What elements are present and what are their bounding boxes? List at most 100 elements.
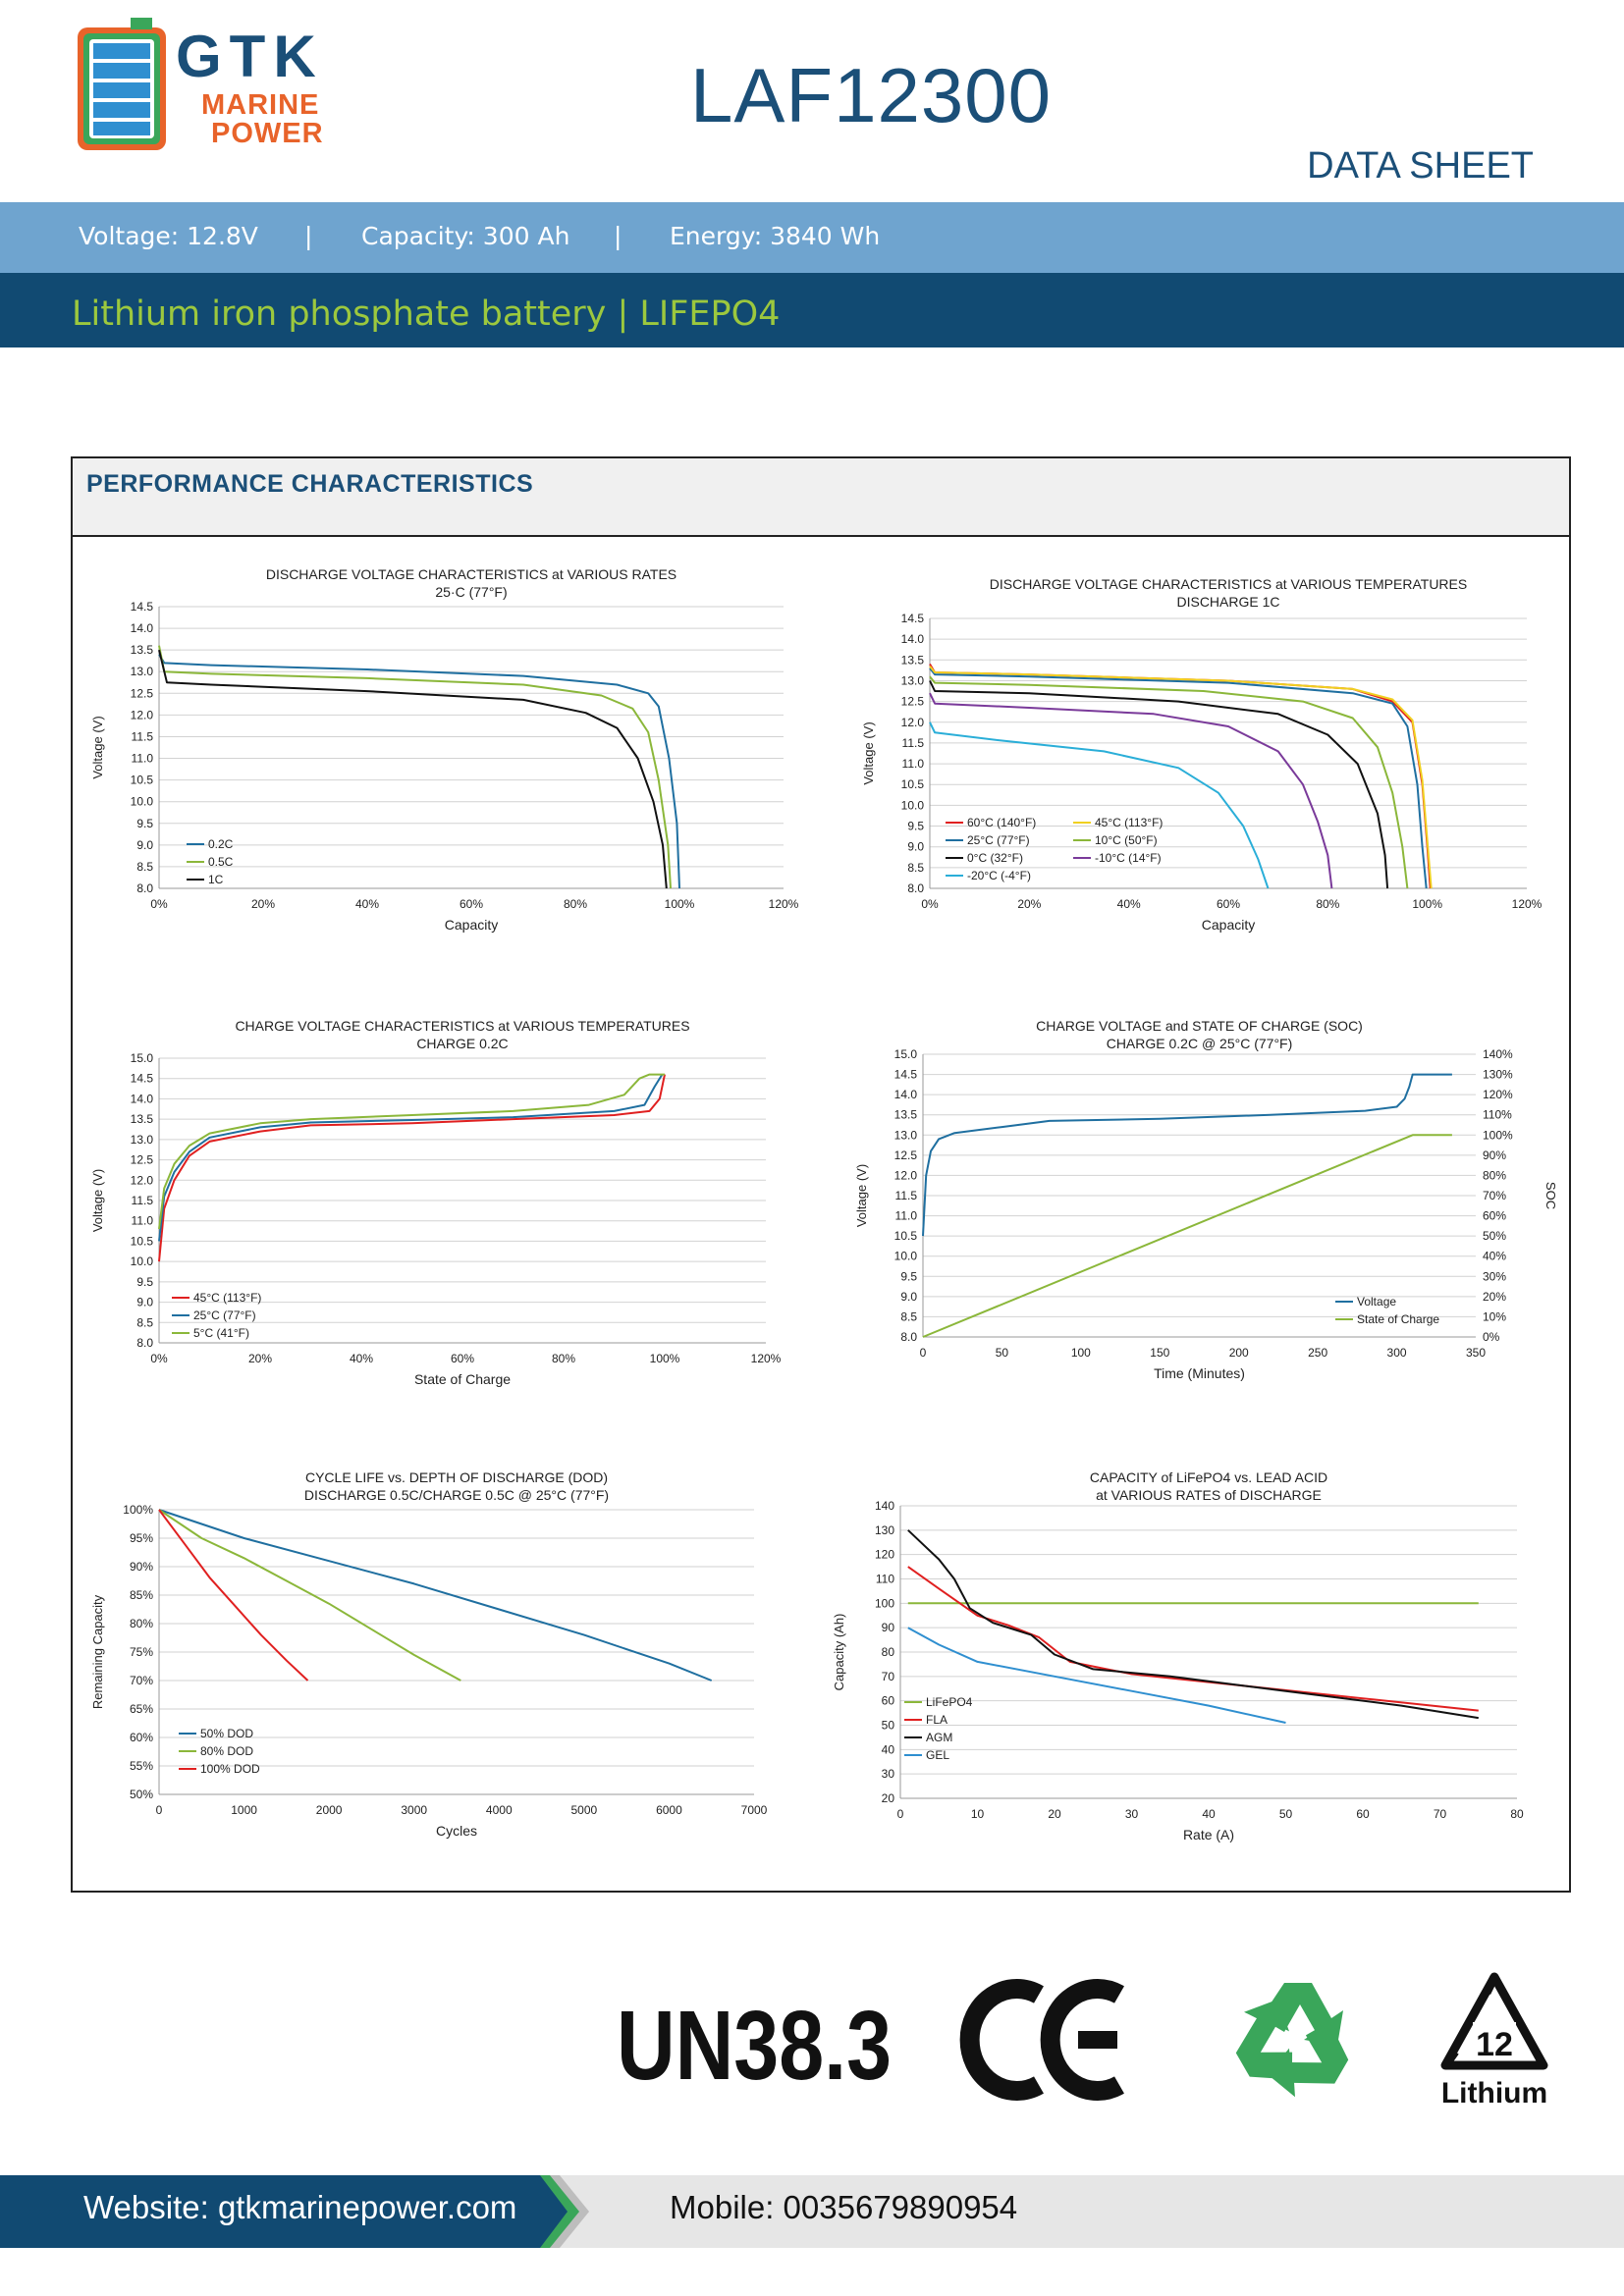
chart-svg: CHARGE VOLTAGE and STATE OF CHARGE (SOC)… [854, 1018, 1558, 1381]
y-tick-label: 140 [875, 1499, 894, 1513]
y-tick-label: 9.5 [136, 817, 153, 830]
y-tick-label: 11.5 [895, 1189, 918, 1202]
model-name: LAF12300 [690, 52, 1052, 138]
y2-tick-label: 90% [1483, 1148, 1506, 1162]
y-axis-label: Voltage (V) [90, 716, 105, 778]
chart-subtitle: CHARGE 0.2C [416, 1036, 508, 1051]
lithium-number: 12 [1476, 2026, 1513, 2063]
y-tick-label: 8.5 [136, 860, 153, 874]
y-tick-label: 14.5 [131, 1072, 154, 1086]
y-tick-label: 10.5 [901, 777, 925, 791]
legend-label: -10°C (14°F) [1095, 851, 1162, 865]
y-tick-label: 11.0 [895, 1209, 918, 1223]
y2-tick-label: 20% [1483, 1290, 1506, 1304]
x-tick-label: 60% [460, 897, 483, 911]
series-line [922, 1134, 1452, 1338]
x-tick-label: 80% [552, 1352, 575, 1365]
y-tick-label: 11.0 [902, 757, 925, 771]
legend-label: 60°C (140°F) [967, 816, 1036, 829]
chart-2: DISCHARGE VOLTAGE CHARACTERISTICS at VAR… [839, 569, 1566, 952]
y2-tick-label: 120% [1483, 1088, 1513, 1101]
chart-4: CHARGE VOLTAGE and STATE OF CHARGE (SOC)… [839, 1011, 1566, 1404]
series-line [158, 1509, 309, 1682]
chart-3: CHARGE VOLTAGE CHARACTERISTICS at VARIOU… [69, 1011, 815, 1404]
chart-6: CAPACITY of LiFePO4 vs. LEAD ACID at VARI… [832, 1463, 1566, 1855]
x-tick-label: 100 [1071, 1346, 1091, 1360]
y-tick-label: 10.0 [894, 1250, 918, 1263]
series-line [929, 692, 1333, 889]
y2-tick-label: 30% [1483, 1269, 1506, 1283]
series-line [929, 675, 1409, 889]
chart-title: CYCLE LIFE vs. DEPTH OF DISCHARGE (DOD) [305, 1469, 608, 1485]
performance-panel: PERFORMANCE CHARACTERISTICS [71, 456, 1571, 1893]
x-axis-label: Capacity [445, 917, 498, 933]
series-line [158, 645, 672, 889]
x-tick-label: 30 [1125, 1807, 1139, 1821]
y-tick-label: 14.5 [894, 1068, 918, 1082]
legend-label: Voltage [1357, 1295, 1396, 1308]
y-tick-label: 11.5 [132, 1194, 154, 1207]
y-tick-label: 85% [130, 1588, 153, 1602]
x-tick-label: 0 [920, 1346, 927, 1360]
legend-label: 45°C (113°F) [1095, 816, 1163, 829]
spec-separator: | [304, 222, 313, 250]
x-tick-label: 120% [1512, 897, 1543, 911]
y-tick-label: 11.5 [902, 736, 925, 750]
x-tick-label: 60% [1217, 897, 1240, 911]
chart-title: CHARGE VOLTAGE and STATE OF CHARGE (SOC) [1036, 1018, 1363, 1034]
x-tick-label: 20% [1017, 897, 1041, 911]
chart-subtitle: CHARGE 0.2C @ 25°C (77°F) [1107, 1036, 1293, 1051]
series-line [158, 1509, 461, 1682]
x-axis-label: Cycles [436, 1823, 477, 1839]
y-tick-label: 13.5 [901, 653, 925, 667]
series-line [907, 1627, 1286, 1724]
y-tick-label: 120 [875, 1548, 894, 1562]
legend-label: 5°C (41°F) [193, 1326, 249, 1340]
x-tick-label: 300 [1387, 1346, 1407, 1360]
x-tick-label: 50 [996, 1346, 1009, 1360]
footer-mobile[interactable]: Mobile: 0035679890954 [670, 2189, 1018, 2225]
y-tick-label: 12.5 [894, 1148, 918, 1162]
x-axis-label: Capacity [1202, 917, 1255, 933]
x-axis-label: State of Charge [414, 1371, 511, 1387]
y-axis-label: Remaining Capacity [90, 1594, 105, 1709]
y-tick-label: 9.5 [907, 820, 924, 833]
chart-5: CYCLE LIFE vs. DEPTH OF DISCHARGE (DOD) D… [69, 1463, 815, 1855]
y-tick-label: 11.0 [132, 1214, 154, 1228]
lithium-label: Lithium [1441, 2077, 1547, 2109]
y-tick-label: 14.0 [901, 632, 925, 646]
y-tick-label: 9.0 [136, 1296, 153, 1309]
series-line [907, 1566, 1479, 1712]
x-tick-label: 250 [1308, 1346, 1327, 1360]
chart-svg: CAPACITY of LiFePO4 vs. LEAD ACID at VARI… [832, 1469, 1524, 1842]
y-tick-label: 14.0 [894, 1088, 918, 1101]
x-tick-label: 2000 [316, 1803, 343, 1817]
y-tick-label: 9.0 [907, 840, 924, 854]
y-tick-label: 12.5 [901, 695, 925, 709]
footer-website[interactable]: Website: gtkmarinepower.com [83, 2189, 517, 2225]
legend-label: 45°C (113°F) [193, 1291, 261, 1305]
x-tick-label: 10 [971, 1807, 985, 1821]
y2-tick-label: 0% [1483, 1330, 1500, 1344]
y-axis-label: Voltage (V) [854, 1164, 869, 1227]
legend-label: GEL [926, 1748, 949, 1762]
x-tick-label: 80 [1510, 1807, 1524, 1821]
performance-header: PERFORMANCE CHARACTERISTICS [73, 458, 1569, 537]
series-line [929, 680, 1389, 889]
legend-label: -20°C (-4°F) [967, 869, 1031, 882]
y-axis-label: Voltage (V) [90, 1169, 105, 1232]
chart-title: DISCHARGE VOLTAGE CHARACTERISTICS at VAR… [990, 576, 1467, 592]
y2-axis-label: SOC [1543, 1182, 1558, 1209]
y-tick-label: 15.0 [894, 1047, 918, 1061]
legend-label: 100% DOD [200, 1762, 260, 1776]
series-line [922, 1073, 1452, 1237]
y-tick-label: 9.0 [900, 1290, 917, 1304]
series-line [907, 1529, 1479, 1720]
y-tick-label: 13.0 [131, 1133, 154, 1147]
y2-tick-label: 80% [1483, 1168, 1506, 1182]
y-tick-label: 9.0 [136, 838, 153, 852]
legend-label: 80% DOD [200, 1744, 253, 1758]
y-tick-label: 10.5 [131, 774, 154, 787]
y-tick-label: 95% [130, 1531, 153, 1545]
x-tick-label: 80% [564, 897, 587, 911]
